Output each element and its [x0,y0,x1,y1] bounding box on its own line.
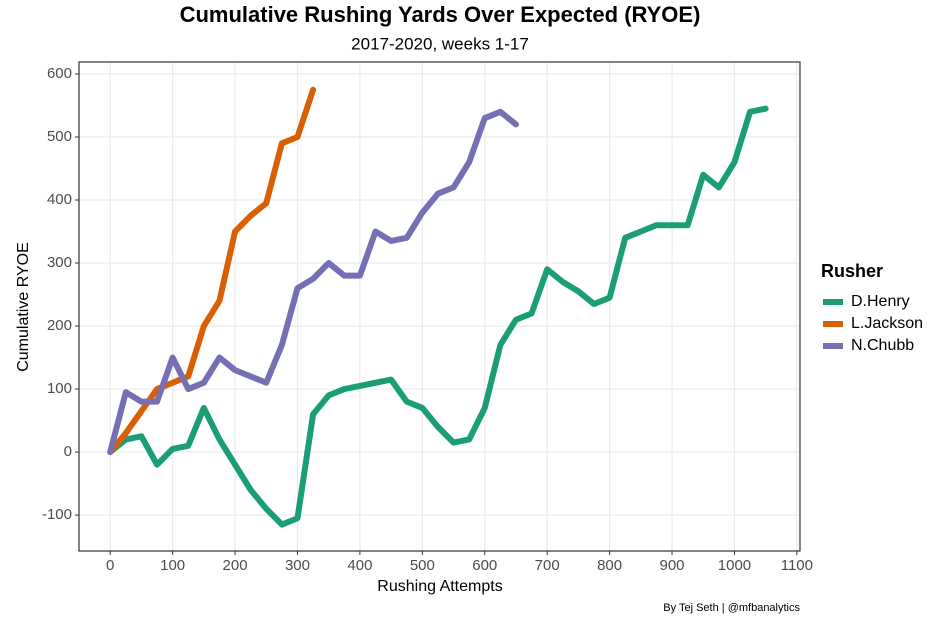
legend-title: Rusher [821,261,883,281]
chart-title: Cumulative Rushing Yards Over Expected (… [180,2,701,27]
plot-background [79,62,800,551]
y-tick-label: 200 [47,317,72,334]
legend-label: D.Henry [851,293,910,310]
x-tick-label: 200 [223,557,248,574]
y-tick-label: 400 [47,191,72,208]
y-tick-label: 100 [47,380,72,397]
x-tick-label: 1000 [718,557,751,574]
plot-border [78,61,801,552]
x-tick-label: 500 [410,557,435,574]
series-line [107,105,769,528]
x-tick-label: 400 [347,557,372,574]
y-axis-label: Cumulative RYOE [15,242,32,372]
caption: By Tej Seth | @mfbanalytics [663,602,800,614]
legend-label: N.Chubb [851,337,914,354]
legend-label: L.Jackson [851,315,923,332]
series-line [107,108,519,456]
x-tick-label: 600 [472,557,497,574]
y-tick-label: -100 [42,506,72,523]
x-tick-label: 1100 [781,557,813,574]
x-axis-label: Rushing Attempts [377,578,502,595]
y-tick-label: 0 [64,443,72,460]
x-tick-label: 0 [106,557,114,574]
x-tick-label: 900 [660,557,685,574]
series-line [107,86,317,456]
y-tick-label: 600 [47,65,72,82]
y-tick-label: 500 [47,128,72,145]
x-tick-label: 700 [535,557,560,574]
y-tick-label: 300 [47,254,72,271]
x-tick-label: 300 [285,557,310,574]
x-tick-label: 100 [160,557,185,574]
chart-subtitle: 2017-2020, weeks 1-17 [351,34,529,53]
x-tick-label: 800 [597,557,622,574]
